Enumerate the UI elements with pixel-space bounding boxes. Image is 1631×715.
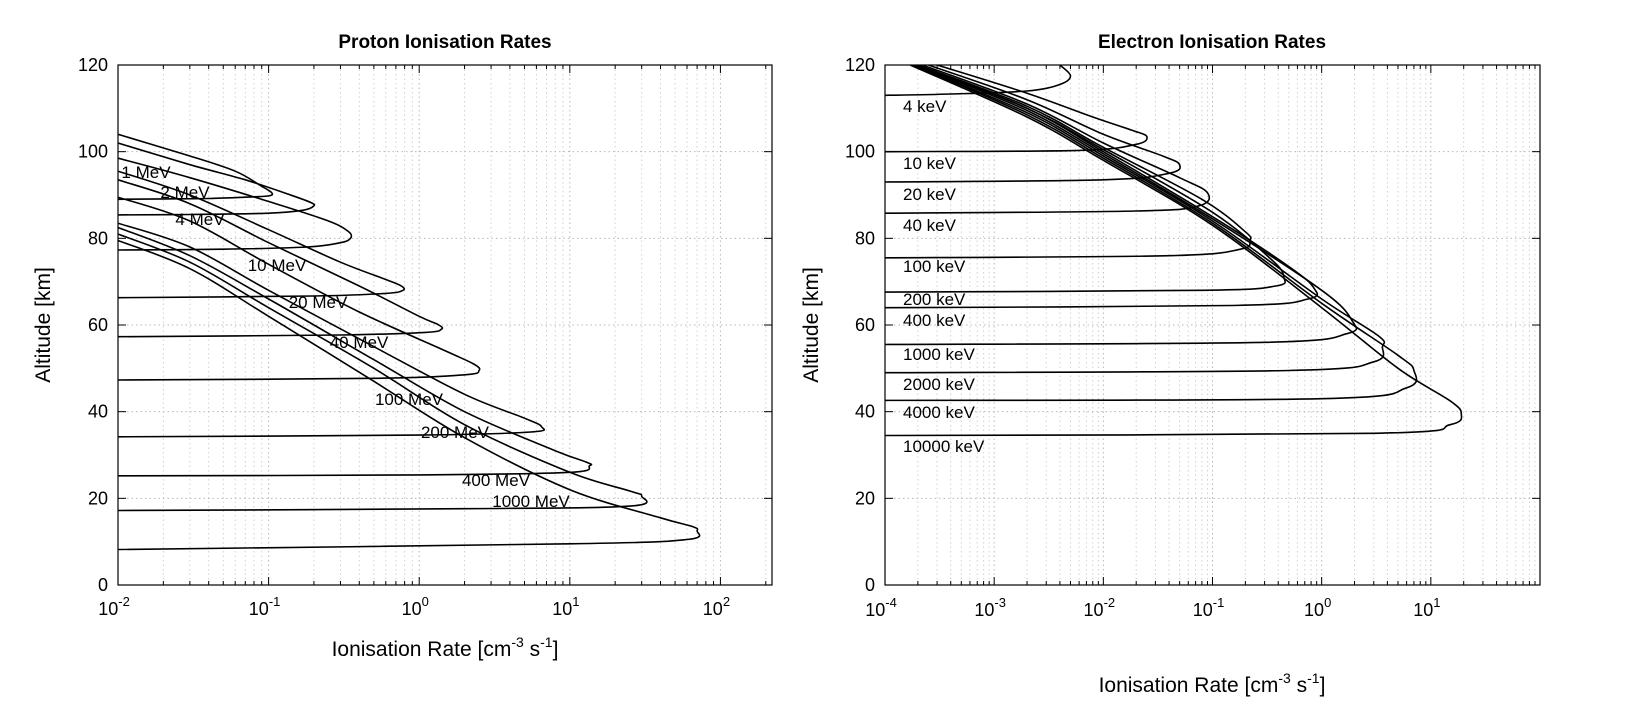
series-line (885, 65, 1319, 309)
y-axis-label: Altitude [km] (800, 267, 823, 383)
y-tick-label: 40 (855, 402, 875, 422)
series-line (118, 133, 274, 201)
x-tick-label: 100 (402, 594, 429, 619)
series-label: 4 MeV (175, 210, 225, 229)
series-label: 20 MeV (289, 293, 348, 312)
series-line (885, 65, 1211, 214)
axis-ticks: 10-2 10-1 100 101 102 0 20 40 60 80 100 120 (78, 55, 772, 619)
y-tick-label: 40 (88, 402, 108, 422)
x-tick-label: 100 (1304, 595, 1331, 620)
series-line (118, 170, 406, 299)
series-label: 10 MeV (248, 256, 307, 275)
y-tick-label: 0 (98, 575, 108, 595)
series-label: 100 keV (903, 257, 966, 276)
series-line (118, 196, 481, 381)
series-label: 1000 MeV (492, 492, 570, 511)
series-label: 2 MeV (160, 183, 210, 202)
y-tick-label: 80 (855, 228, 875, 248)
y-tick-label: 100 (78, 142, 108, 162)
series-line (885, 65, 1386, 374)
series-label: 10000 keV (903, 437, 985, 456)
chart-title: Proton Ionisation Rates (338, 32, 551, 53)
series-label: 40 keV (903, 216, 957, 235)
grid (117, 65, 772, 585)
axis-ticks: 10-4 10-3 10-2 10-1 100 101 0 20 40 60 80 100 120 (845, 55, 1541, 620)
proton-ionisation-chart: Proton Ionisation Rates 10-2 10-1 100 101 10… (32, 32, 773, 661)
x-tick-label: 101 (1413, 595, 1440, 620)
y-tick-label: 100 (845, 142, 875, 162)
series-label: 4000 keV (903, 403, 975, 422)
series-line (118, 239, 701, 551)
series-line (885, 65, 1358, 346)
x-tick-label: 10-1 (1193, 595, 1225, 620)
series-line (118, 179, 444, 338)
y-axis-label: Altitude [km] (32, 267, 55, 383)
y-tick-label: 120 (78, 55, 108, 75)
chart-title: Electron Ionisation Rates (1098, 32, 1326, 53)
series-lines (885, 65, 1463, 437)
series-line (885, 65, 1463, 437)
series-line (885, 65, 1072, 97)
grid (884, 65, 1541, 585)
series-line (885, 65, 1148, 153)
series-line (885, 65, 1252, 259)
x-tick-label: 10-4 (865, 595, 897, 620)
series-label: 1000 keV (903, 345, 975, 364)
y-tick-label: 120 (845, 55, 875, 75)
electron-ionisation-chart: Electron Ionisation Rates 10-4 10-3 10-2 10… (800, 32, 1541, 697)
series-label: 200 MeV (421, 423, 490, 442)
series-label: 200 keV (903, 290, 966, 309)
y-tick-label: 60 (88, 315, 108, 335)
x-axis-label: Ionisation Rate [cm-3 s-1] (1099, 670, 1326, 697)
y-tick-label: 60 (855, 315, 875, 335)
series-line (118, 233, 648, 512)
plot-frame (117, 64, 773, 586)
series-label: 400 MeV (462, 471, 531, 490)
x-tick-label: 10-1 (249, 594, 281, 619)
series-label: 40 MeV (330, 333, 389, 352)
x-axis-label: Ionisation Rate [cm-3 s-1] (332, 634, 559, 661)
series-line (885, 65, 1182, 183)
x-tick-label: 10-2 (98, 594, 130, 619)
series-line (118, 142, 316, 216)
x-tick-label: 102 (703, 594, 730, 619)
series-label: 20 keV (903, 185, 957, 204)
y-tick-label: 20 (855, 488, 875, 508)
y-tick-label: 0 (865, 575, 875, 595)
x-tick-label: 10-3 (974, 595, 1006, 620)
x-tick-label: 101 (552, 594, 579, 619)
series-lines (118, 133, 701, 551)
series-label: 1 MeV (121, 163, 171, 182)
series-line (885, 65, 1418, 402)
series-line (118, 222, 546, 438)
series-label: 10 keV (903, 154, 957, 173)
series-label: 4 keV (903, 97, 947, 116)
x-tick-label: 10-2 (1084, 595, 1116, 620)
series-label: 2000 keV (903, 375, 975, 394)
curve-labels: 4 keV 10 keV 20 keV 40 keV 100 keV 200 keV 400… (903, 97, 985, 456)
series-line (118, 157, 353, 251)
series-label: 400 keV (903, 311, 966, 330)
series-label: 100 MeV (375, 390, 444, 409)
y-tick-label: 80 (88, 228, 108, 248)
y-tick-label: 20 (88, 488, 108, 508)
series-line (118, 226, 593, 477)
